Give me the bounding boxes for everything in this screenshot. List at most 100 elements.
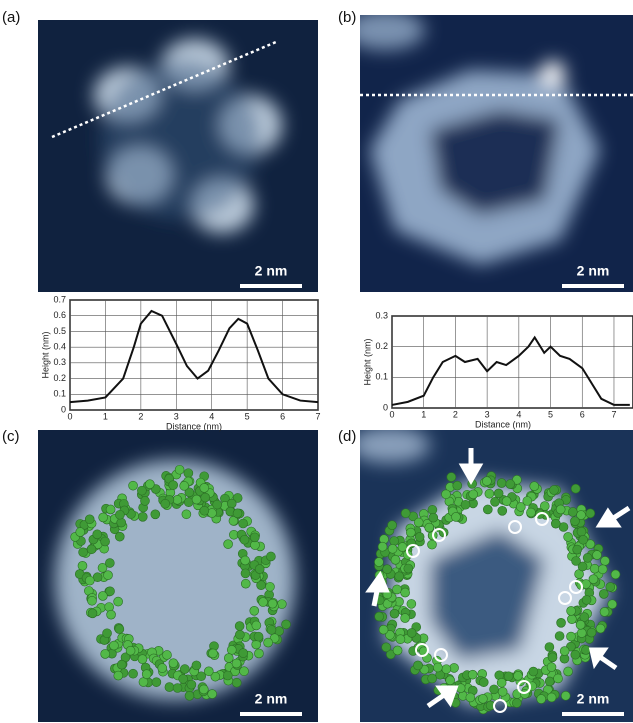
molecule-atom (393, 585, 402, 594)
molecule-atom (545, 642, 554, 651)
scale-bar-label: 2 nm (577, 691, 610, 707)
molecule-atom (415, 532, 424, 541)
molecule-atom (401, 588, 410, 597)
panel-label: (d) (338, 428, 356, 445)
molecule-atom (375, 612, 384, 621)
x-tick-label: 1 (103, 411, 108, 421)
molecule-atom (586, 509, 595, 518)
molecule-atom (180, 665, 189, 674)
molecule-atom (547, 663, 556, 672)
molecule-atom (378, 542, 387, 551)
x-tick-label: 4 (209, 411, 214, 421)
molecule-atom (169, 659, 178, 668)
molecule-atom (85, 576, 94, 585)
molecule-atom (78, 561, 87, 570)
molecule-atom (391, 555, 400, 564)
molecule-atom (567, 615, 576, 624)
x-tick-label: 0 (389, 409, 394, 419)
molecule-atom (554, 674, 563, 683)
molecule-atom (576, 620, 585, 629)
y-tick-label: 0.2 (375, 341, 388, 351)
molecule-atom (101, 537, 110, 546)
molecule-atom (550, 485, 559, 494)
molecule-atom (468, 670, 477, 679)
molecule-atom (151, 510, 160, 519)
molecule-atom (259, 598, 268, 607)
molecule-atom (175, 465, 184, 474)
molecule-atom (498, 687, 507, 696)
molecule-atom (433, 663, 442, 672)
x-tick-label: 2 (138, 411, 143, 421)
y-tick-label: 0 (61, 404, 66, 414)
molecule-atom (264, 638, 273, 647)
molecule-atom (483, 505, 492, 514)
molecule-atom (201, 493, 210, 502)
molecule-atom (596, 624, 605, 633)
molecule-atom (560, 647, 569, 656)
molecule-atom (192, 495, 201, 504)
molecule-atom (395, 572, 404, 581)
molecule-atom (213, 500, 222, 509)
molecule-atom (600, 607, 609, 616)
molecule-atom (140, 496, 149, 505)
y-tick-label: 0.5 (53, 326, 66, 336)
molecule-atom (115, 510, 124, 519)
x-tick-label: 3 (485, 409, 490, 419)
molecule-atom (401, 509, 410, 518)
molecule-atom (106, 505, 115, 514)
molecule-atom (158, 664, 167, 673)
molecule-atom (564, 532, 573, 541)
molecule-atom (173, 495, 182, 504)
molecule-atom (103, 629, 112, 638)
molecule-atom (577, 629, 586, 638)
y-tick-label: 0.1 (53, 389, 66, 399)
x-tick-label: 0 (67, 411, 72, 421)
molecule-atom (513, 671, 522, 680)
molecule-atom (163, 650, 172, 659)
molecule-atom (184, 469, 193, 478)
x-tick-label: 7 (315, 411, 320, 421)
y-tick-label: 0.2 (53, 373, 66, 383)
molecule-atom (255, 565, 264, 574)
molecule-atom (401, 614, 410, 623)
molecule-atom (114, 597, 123, 606)
scale-bar-label: 2 nm (577, 263, 610, 279)
molecule-atom (88, 596, 97, 605)
molecule-atom (241, 569, 250, 578)
panel-label: (c) (2, 428, 20, 445)
molecule-atom (235, 630, 244, 639)
panel-label: (b) (338, 9, 356, 26)
molecule-atom (502, 497, 511, 506)
molecule-atom (512, 699, 521, 708)
x-tick-label: 3 (174, 411, 179, 421)
molecule-atom (599, 589, 608, 598)
y-tick-label: 0.6 (53, 310, 66, 320)
molecule-atom (254, 632, 263, 641)
molecule-atom (182, 510, 191, 519)
y-tick-label: 0 (383, 402, 388, 412)
molecule-atom (601, 556, 610, 565)
molecule-atom (101, 649, 110, 658)
molecule-atom (239, 649, 248, 658)
molecule-atom (161, 499, 170, 508)
molecule-atom (241, 579, 250, 588)
molecule-atom (566, 632, 575, 641)
molecule-atom (374, 558, 383, 567)
molecule-atom (241, 556, 250, 565)
molecule-atom (482, 477, 491, 486)
molecule-atom (379, 625, 388, 634)
molecule-atom (428, 674, 437, 683)
molecule-atom (185, 691, 194, 700)
molecule-atom (561, 691, 570, 700)
plot-area (392, 316, 633, 408)
figure: (a) (b) (c) (d) 2 nm 2 nm 2 nm 2 nm 00.1… (0, 0, 633, 723)
molecule-atom (79, 548, 88, 557)
molecule-atom (442, 665, 451, 674)
molecule-atom (137, 486, 146, 495)
molecule-atom (382, 643, 391, 652)
molecule-atom (126, 646, 135, 655)
molecule-atom (590, 564, 599, 573)
molecule-atom (498, 506, 507, 515)
molecule-atom (227, 499, 236, 508)
molecule-atom (587, 628, 596, 637)
